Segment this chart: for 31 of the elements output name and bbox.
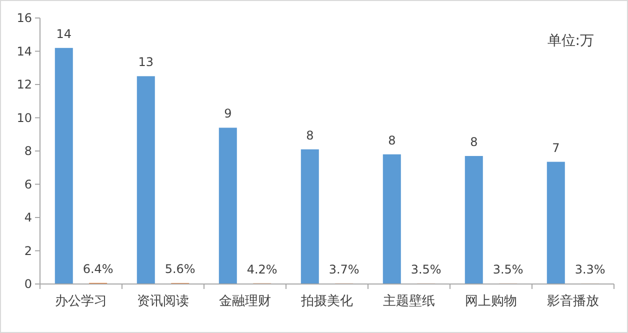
data-label: 13: [138, 55, 154, 70]
y-tick-label: 2: [24, 244, 32, 258]
y-tick-label: 16: [16, 11, 32, 25]
data-label: 14: [56, 26, 72, 41]
y-tick-label: 4: [24, 210, 32, 224]
data-label: 3.7%: [328, 262, 360, 276]
data-label: 5.6%: [164, 262, 196, 276]
x-tick-label: 影音播放: [547, 294, 599, 309]
x-tick-label: 主题壁纸: [383, 293, 435, 309]
y-tick-label: 12: [16, 78, 32, 92]
x-tick-label: 拍摄美化: [300, 293, 353, 309]
x-tick-label: 网上购物: [465, 294, 517, 309]
data-label: 9: [224, 106, 232, 121]
data-label: 3.5%: [410, 262, 442, 276]
data-label: 4.2%: [246, 262, 278, 276]
x-tick-label: 金融理财: [219, 294, 271, 309]
y-tick-label: 10: [16, 110, 32, 125]
data-label: 3.5%: [492, 262, 524, 276]
x-tick-label: 办公学习: [55, 294, 107, 309]
data-label: 6.4%: [82, 262, 114, 276]
data-label: 3.3%: [574, 262, 606, 276]
data-label: 8: [388, 133, 396, 148]
annotation: 单位:万: [547, 33, 594, 49]
y-tick-label: 14: [16, 44, 32, 58]
y-tick-label: 0: [24, 277, 32, 291]
data-label: 7: [552, 140, 560, 155]
data-label: 8: [470, 134, 478, 149]
y-tick-label: 6: [24, 177, 32, 192]
x-tick-label: 资讯阅读: [137, 294, 189, 309]
y-tick-label: 8: [24, 144, 32, 158]
data-label: 8: [306, 128, 314, 142]
